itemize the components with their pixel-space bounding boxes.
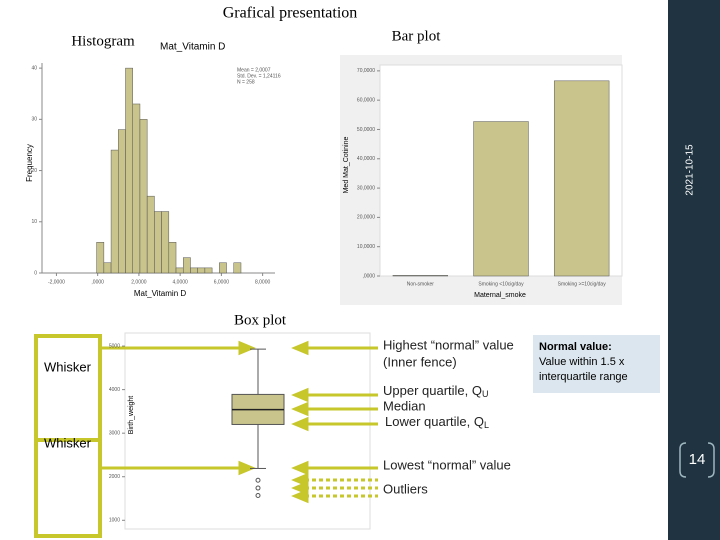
histogram-bar xyxy=(233,262,242,274)
y-tick-label: 40,0000 xyxy=(357,156,375,162)
whisker-label: Whisker xyxy=(44,359,92,374)
annotation: Outliers xyxy=(383,481,428,496)
y-tick-label: 3000 xyxy=(109,431,120,437)
note: Value within 1.5 x xyxy=(539,356,625,368)
histogram-bar xyxy=(125,67,133,274)
histogram-bar xyxy=(175,267,184,274)
y-axis-label: Med Mat_Cotinine xyxy=(343,136,350,193)
page-bracket xyxy=(679,442,715,478)
histogram-bar xyxy=(204,267,213,274)
heading: Histogram xyxy=(71,33,135,49)
y-tick-label: 1000 xyxy=(109,518,120,524)
heading: Box plot xyxy=(234,312,287,328)
outlier xyxy=(255,492,261,498)
y-tick-label: 4000 xyxy=(109,387,120,393)
histogram-bar xyxy=(146,195,155,274)
y-tick-label: 10,0000 xyxy=(357,244,375,250)
y-tick-label: 0 xyxy=(34,270,37,276)
x-tick-label: ,0000 xyxy=(91,279,104,285)
y-tick-label: 70,0000 xyxy=(357,68,375,74)
x-tick-label: -2,0000 xyxy=(48,279,65,285)
outlier xyxy=(255,485,261,491)
stats: N = 258 xyxy=(237,79,255,85)
histogram-bar xyxy=(161,211,170,274)
y-tick-label: 60,0000 xyxy=(357,97,375,103)
annotation: Highest “normal” value xyxy=(383,337,514,352)
annotation: Median xyxy=(383,398,426,413)
y-tick-label: 5000 xyxy=(109,343,120,349)
x-tick-label: 4,0000 xyxy=(173,279,189,285)
whisker-label: Whisker xyxy=(44,435,92,450)
x-tick-label: 6,0000 xyxy=(214,279,230,285)
arrows xyxy=(100,340,378,504)
histogram-bar xyxy=(132,103,141,274)
bar xyxy=(392,275,449,277)
histogram-bar xyxy=(219,262,227,274)
histogram-bar xyxy=(197,267,206,274)
histogram-bar xyxy=(168,242,177,274)
x-tick-label: 2,0000 xyxy=(131,279,147,285)
x-tick-label: Non-smoker xyxy=(407,281,435,287)
histogram-bar xyxy=(118,129,126,274)
annotation-text: Upper quartile, Q xyxy=(383,383,482,398)
heading: Bar plot xyxy=(392,28,442,44)
histogram-bar xyxy=(110,149,119,274)
y-tick-label: ,0000 xyxy=(362,273,375,279)
note: Normal value: xyxy=(539,341,612,353)
histogram-bar xyxy=(182,257,191,274)
stats: Std. Dev. = 1,24116 xyxy=(237,73,281,79)
y-tick-label: 20,0000 xyxy=(357,215,375,221)
chart-title: Mat_Vitamin D xyxy=(160,42,225,53)
y-tick-label: 10 xyxy=(31,219,37,225)
bar xyxy=(473,121,529,277)
slide-title: Grafical presentation xyxy=(223,5,358,22)
page-number: 14 xyxy=(689,451,706,468)
annotation: Lowest “normal” value xyxy=(383,457,511,472)
whisker-frame xyxy=(34,438,102,538)
bar xyxy=(553,80,610,277)
stats: Mean = 2,0007 xyxy=(237,67,271,73)
annotation: Lower quartile, QL xyxy=(385,414,489,430)
histogram-bar xyxy=(190,267,198,274)
x-axis-label: Maternal_smoke xyxy=(474,292,526,299)
annotation: (Inner fence) xyxy=(383,354,457,369)
subscript: L xyxy=(484,420,489,430)
histogram-bar xyxy=(154,211,162,274)
x-axis-label: Mat_Vitamin D xyxy=(134,289,187,298)
side-bar xyxy=(668,0,720,540)
y-axis-label: Birth_weight xyxy=(128,396,135,435)
histogram-bar xyxy=(96,242,105,274)
histogram-bar xyxy=(103,262,112,274)
y-tick-label: 50,0000 xyxy=(357,127,375,133)
y-tick-label: 30,0000 xyxy=(357,185,375,191)
annotation-text: Lower quartile, Q xyxy=(385,414,484,429)
subscript: U xyxy=(482,389,489,399)
x-tick-label: Smoking >=10cig/day xyxy=(558,281,607,287)
y-axis-label: Frequency xyxy=(25,144,34,182)
histogram-bar xyxy=(139,119,148,274)
y-tick-label: 2000 xyxy=(109,474,120,480)
outlier xyxy=(255,477,261,483)
y-tick-label: 20 xyxy=(31,168,37,174)
x-tick-label: Smoking <10cig/day xyxy=(478,281,524,287)
note: interquartile range xyxy=(539,371,628,383)
date: 2021-10-15 xyxy=(685,144,696,196)
box-plot-area xyxy=(124,332,371,530)
annotation: Upper quartile, QU xyxy=(383,383,489,399)
x-tick-label: 8,0000 xyxy=(255,279,271,285)
note-box xyxy=(533,335,660,393)
y-tick-label: 30 xyxy=(31,117,37,123)
y-tick-label: 40 xyxy=(31,65,37,71)
